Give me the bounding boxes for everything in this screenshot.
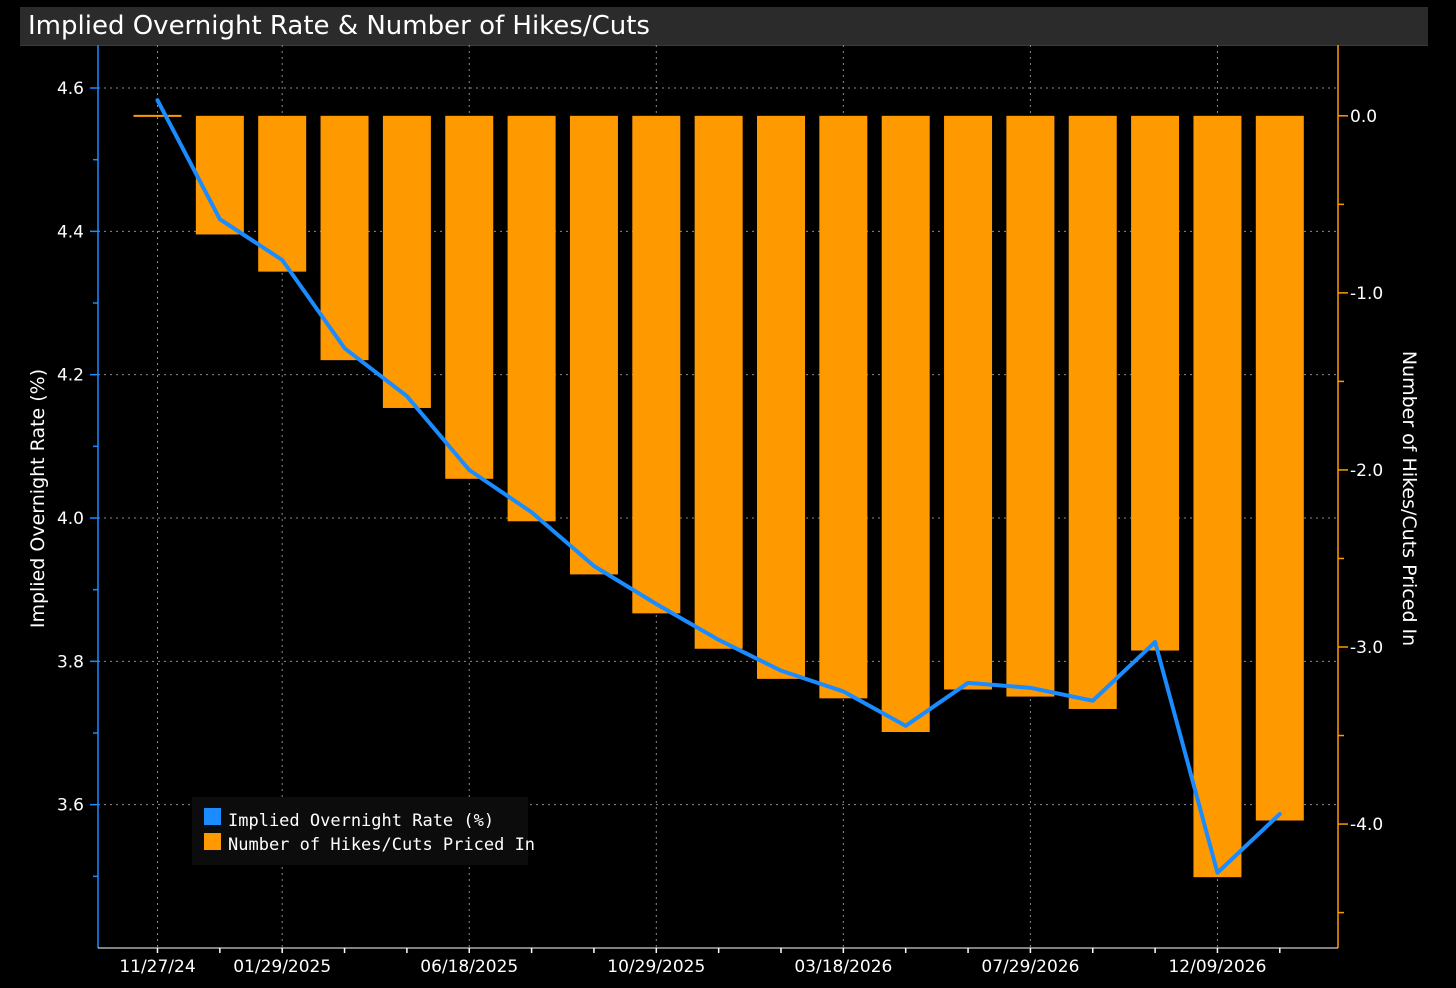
x-tick-label: 07/29/2026: [981, 957, 1079, 977]
bar: [382, 115, 431, 408]
bar: [1131, 115, 1180, 651]
bar: [1006, 115, 1055, 697]
x-tick-label: 03/18/2026: [794, 957, 892, 977]
bar: [569, 115, 618, 575]
x-tick-label: 10/29/2025: [607, 957, 705, 977]
bar: [1193, 115, 1242, 878]
legend: Implied Overnight Rate (%) Number of Hike…: [192, 797, 535, 865]
legend-swatch-rate: [204, 808, 221, 825]
bar: [757, 115, 805, 679]
right-tick-label: 0.0: [1350, 107, 1377, 127]
right-tick-label: -4.0: [1350, 815, 1383, 835]
axes: 3.6 3.8 4.0 4.2 4.4 4.6 Implied Overnight Rate…: [27, 45, 1420, 977]
bar: [320, 115, 369, 361]
left-tick-label: 3.8: [57, 652, 84, 672]
bar: [1068, 115, 1117, 709]
bar: [632, 115, 681, 614]
right-axis-title: Number of Hikes/Cuts Priced In: [1398, 351, 1420, 646]
bar: [1255, 115, 1304, 821]
legend-label-hikes: Number of Hikes/Cuts Priced In: [228, 835, 535, 855]
bar: [881, 115, 930, 732]
right-tick-label: -1.0: [1350, 284, 1383, 304]
right-tick-label: -3.0: [1350, 638, 1383, 658]
x-tick-label: 01/29/2025: [233, 957, 331, 977]
x-tick-label: 12/09/2026: [1168, 957, 1266, 977]
left-tick-label: 4.2: [57, 366, 84, 386]
left-tick-label: 4.0: [57, 509, 84, 529]
chart-title-bar: Implied Overnight Rate & Number of Hikes…: [20, 7, 1428, 46]
left-tick-label: 4.6: [57, 79, 84, 99]
bar: [944, 115, 993, 690]
chart-title: Implied Overnight Rate & Number of Hikes…: [28, 11, 650, 41]
rate-line: [155, 98, 1282, 875]
legend-label-rate: Implied Overnight Rate (%): [228, 811, 494, 831]
bar: [819, 115, 868, 699]
bar: [258, 115, 307, 272]
x-tick-label: 06/18/2025: [420, 957, 518, 977]
bar: [507, 115, 556, 522]
bar-series: [133, 114, 1304, 878]
bar: [694, 115, 743, 649]
left-tick-label: 4.4: [57, 222, 84, 242]
right-tick-label: -2.0: [1350, 461, 1383, 481]
left-axis-title: Implied Overnight Rate (%): [27, 369, 49, 628]
bar: [445, 115, 494, 479]
bar: [195, 115, 244, 235]
left-tick-label: 3.6: [57, 796, 84, 816]
x-tick-label: 11/27/24: [119, 957, 195, 977]
legend-box: [192, 797, 528, 865]
legend-swatch-hikes: [204, 833, 221, 850]
line-series: [155, 98, 1282, 875]
